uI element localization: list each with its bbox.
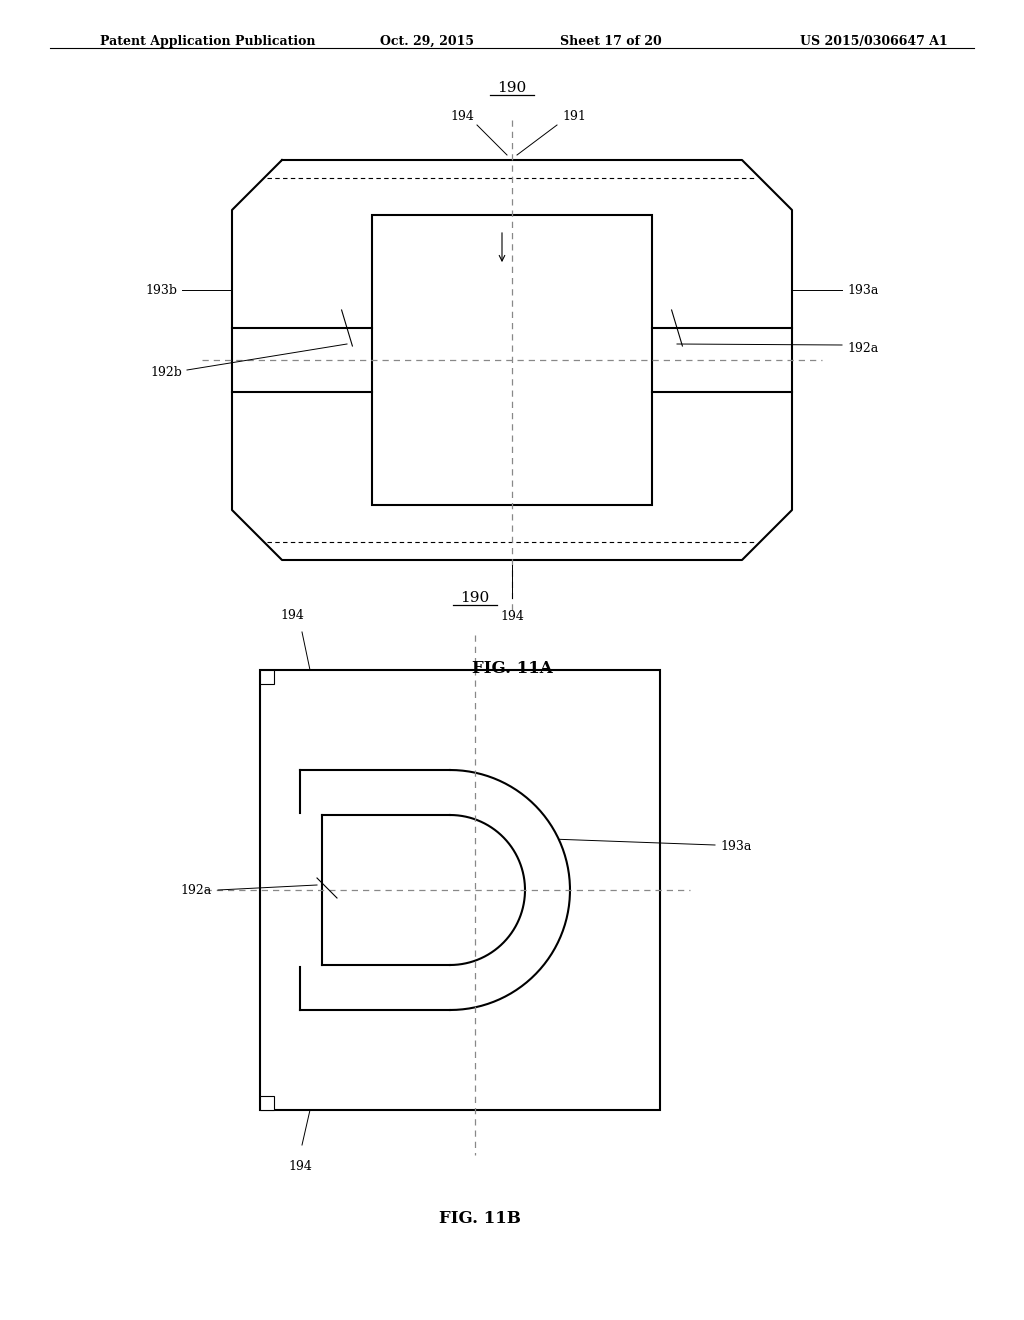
Polygon shape <box>260 1096 274 1110</box>
Text: 192a: 192a <box>181 883 212 896</box>
Text: FIG. 11A: FIG. 11A <box>472 660 552 677</box>
Text: 192a: 192a <box>847 342 879 355</box>
Text: 194: 194 <box>500 610 524 623</box>
Text: 194: 194 <box>280 609 304 622</box>
Text: 193a: 193a <box>847 284 879 297</box>
Text: 192b: 192b <box>151 366 182 379</box>
Text: FIG. 11B: FIG. 11B <box>439 1210 521 1228</box>
Polygon shape <box>260 671 274 684</box>
Text: 191: 191 <box>562 110 586 123</box>
Text: 190: 190 <box>498 81 526 95</box>
Text: 190: 190 <box>461 591 489 605</box>
Text: Oct. 29, 2015: Oct. 29, 2015 <box>380 36 474 48</box>
Text: Patent Application Publication: Patent Application Publication <box>100 36 315 48</box>
Text: US 2015/0306647 A1: US 2015/0306647 A1 <box>800 36 948 48</box>
Text: 194: 194 <box>288 1160 312 1173</box>
Text: 194: 194 <box>451 110 474 123</box>
Text: 193a: 193a <box>720 841 752 854</box>
Text: Sheet 17 of 20: Sheet 17 of 20 <box>560 36 662 48</box>
Text: 193b: 193b <box>145 284 177 297</box>
